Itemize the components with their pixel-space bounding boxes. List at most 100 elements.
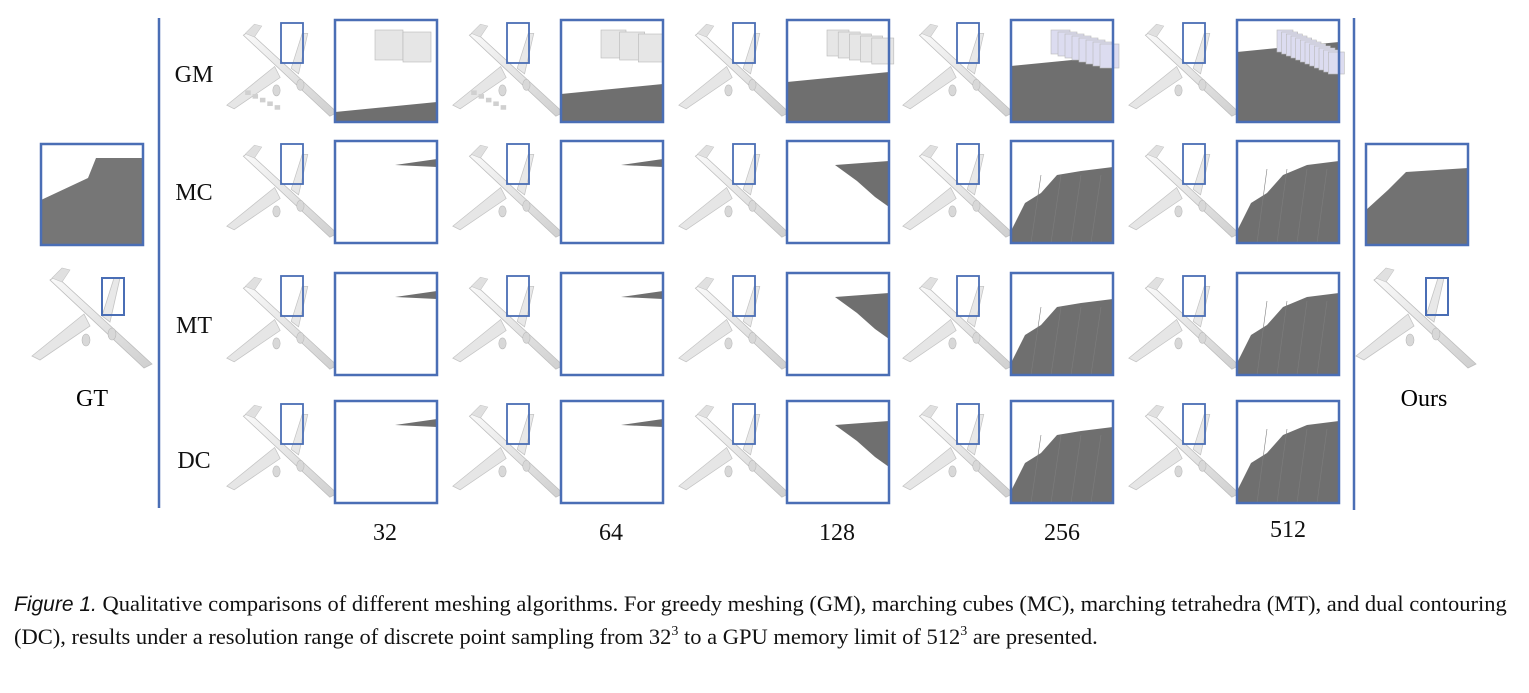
inset-box [1182,275,1206,317]
gt-zoom-panel [39,142,145,247]
airplane-thumbnail [1128,144,1240,238]
row-label-mt: MT [176,313,212,339]
airplane-thumbnail [678,276,790,370]
inset-box [280,143,304,185]
cell-gm-64 [452,18,665,124]
inset-box [732,275,756,317]
cell-gm-512 [1128,18,1345,124]
resolution-label-64: 64 [599,520,623,546]
zoom-panel [1009,139,1115,245]
ours-label: Ours [1401,386,1448,412]
inset-box [956,143,980,185]
ours-column: Ours [1355,142,1477,412]
resolution-label-128: 128 [819,520,855,546]
resolution-label-512: 512 [1270,517,1306,543]
inset-box [280,22,304,64]
zoom-panel [333,271,439,377]
airplane-thumbnail [1128,23,1240,117]
zoom-panel [1235,399,1341,505]
airplane-thumbnail [1128,404,1240,498]
cell-dc-512 [1128,399,1341,505]
zoom-panel [333,18,439,124]
figure-caption: Figure 1. Qualitative comparisons of dif… [14,588,1514,653]
airplane-thumbnail [452,276,564,370]
airplane-thumbnail [226,23,338,117]
cell-dc-32 [226,399,439,505]
row-label-gm: GM [175,62,214,88]
inset-box [956,275,980,317]
ours-airplane [1355,267,1477,369]
zoom-panel [785,271,891,377]
inset-box [280,275,304,317]
caption-base-1: 32 [648,624,672,649]
row-label-dc: DC [177,448,210,474]
caption-label: Figure 1. [14,593,97,616]
cell-mc-32 [226,139,439,245]
cell-mt-32 [226,271,439,377]
zoom-panel [1235,271,1341,377]
ours-inset-box [1425,277,1449,316]
inset-box [732,403,756,445]
cell-mt-64 [452,271,665,377]
zoom-panel [333,139,439,245]
airplane-thumbnail [452,404,564,498]
airplane-thumbnail [226,276,338,370]
comparison-figure: GT Ours GM MC MT DC 32 64 128 256 512 [31,18,1477,546]
inset-box [956,22,980,64]
zoom-panel [1009,18,1120,124]
gt-inset-box [101,277,125,316]
caption-base-2: 512 [926,624,961,649]
inset-box [506,143,530,185]
zoom-panel [1009,399,1115,505]
cell-mt-512 [1128,271,1341,377]
inset-box [1182,143,1206,185]
zoom-panel [785,139,891,245]
resolution-label-256: 256 [1044,520,1080,546]
cell-mt-256 [902,271,1115,377]
zoom-panel [559,139,665,245]
airplane-thumbnail [452,144,564,238]
zoom-panel [785,399,891,505]
caption-exp-2: 3 [960,624,968,639]
cell-dc-64 [452,399,665,505]
resolution-label-32: 32 [373,520,397,546]
zoom-panel [559,399,665,505]
airplane-thumbnail [902,276,1014,370]
cell-mt-128 [678,271,891,377]
inset-box [506,403,530,445]
inset-box [956,403,980,445]
airplane-thumbnail [678,144,790,238]
zoom-panel [333,399,439,505]
cell-gm-256 [902,18,1120,124]
cell-mc-256 [902,139,1115,245]
zoom-panel [1009,271,1115,377]
gt-column: GT [31,142,153,412]
row-label-mc: MC [175,180,212,206]
airplane-thumbnail [452,23,564,117]
cell-mc-64 [452,139,665,245]
results-grid: GM MC MT DC 32 64 128 256 512 [175,18,1345,546]
cell-mc-128 [678,139,891,245]
inset-box [732,143,756,185]
airplane-thumbnail [902,404,1014,498]
airplane-thumbnail [902,23,1014,117]
inset-box [1182,22,1206,64]
inset-box [506,22,530,64]
zoom-panel [1235,18,1345,124]
caption-text-1: Qualitative comparisons of different mes… [14,591,1507,649]
inset-box [732,22,756,64]
airplane-thumbnail [226,404,338,498]
cell-dc-128 [678,399,891,505]
cell-dc-256 [902,399,1115,505]
gt-airplane [31,267,153,369]
cell-mc-512 [1128,139,1341,245]
caption-exp-1: 3 [671,624,679,639]
zoom-panel [559,18,665,124]
inset-box [280,403,304,445]
airplane-thumbnail [678,404,790,498]
airplane-thumbnail [226,144,338,238]
zoom-panel [559,271,665,377]
zoom-panel [785,18,895,124]
zoom-panel [1235,139,1341,245]
cell-gm-32 [226,18,439,124]
